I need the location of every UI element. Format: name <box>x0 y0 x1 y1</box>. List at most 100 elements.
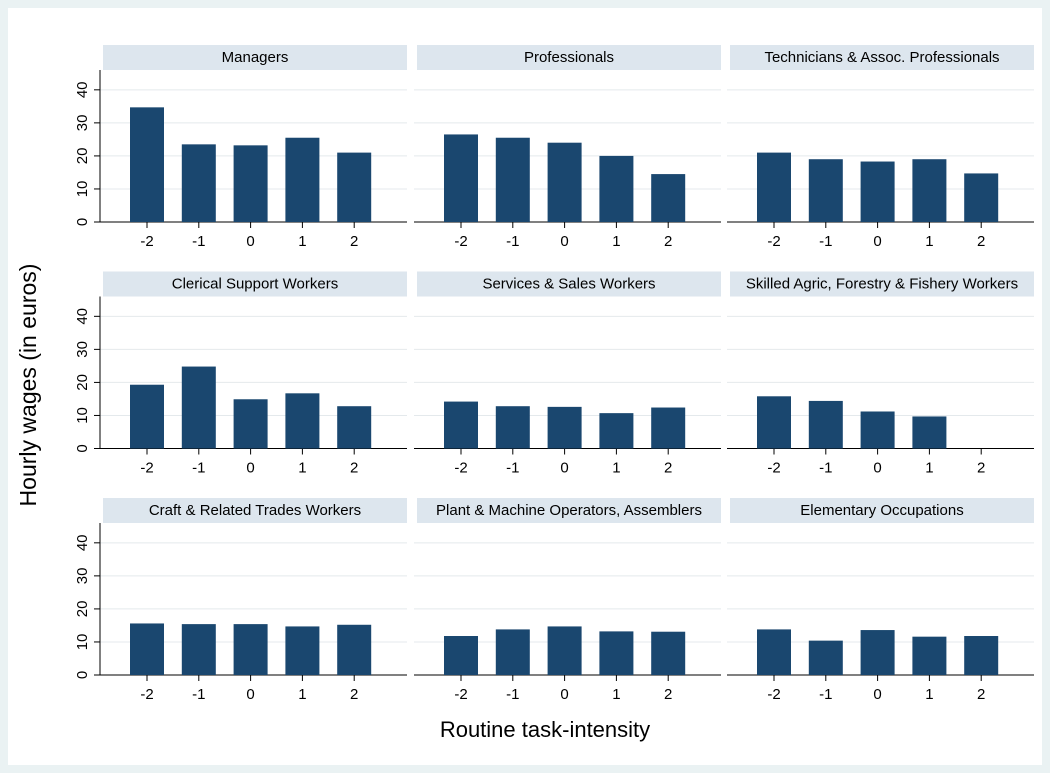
x-tick-label: -1 <box>192 686 205 703</box>
bar <box>599 155 634 222</box>
x-tick-label: -1 <box>192 459 205 476</box>
y-tick-label: 40 <box>74 308 91 325</box>
y-tick-label: 40 <box>74 534 91 551</box>
x-tick-label: 2 <box>664 459 672 476</box>
x-tick-label: -1 <box>819 459 832 476</box>
bar <box>547 626 582 675</box>
x-tick-label: -1 <box>506 459 519 476</box>
panel-title: Skilled Agric, Forestry & Fishery Worker… <box>746 275 1018 292</box>
bar <box>285 393 320 449</box>
bar <box>181 366 216 449</box>
panel-strip <box>417 45 721 70</box>
x-tick-label: 0 <box>873 686 881 703</box>
x-tick-label: 2 <box>977 686 985 703</box>
x-tick-label: 0 <box>873 459 881 476</box>
x-tick-label: 0 <box>246 686 254 703</box>
y-tick-label: 20 <box>74 374 91 391</box>
bar <box>651 407 686 449</box>
bar <box>808 640 843 675</box>
bar <box>860 630 895 675</box>
panel-title: Services & Sales Workers <box>482 275 655 292</box>
bar <box>495 629 530 675</box>
x-tick-label: 2 <box>664 686 672 703</box>
x-tick-label: 1 <box>612 686 620 703</box>
x-tick-label: 0 <box>560 459 568 476</box>
bar <box>337 406 372 449</box>
bar <box>964 173 999 222</box>
x-tick-label: -2 <box>767 459 780 476</box>
bar <box>912 159 947 222</box>
bar <box>233 624 268 675</box>
y-tick-label: 0 <box>74 671 91 679</box>
bar <box>651 174 686 222</box>
bar <box>651 631 686 675</box>
x-tick-label: 1 <box>612 233 620 250</box>
y-tick-label: 30 <box>74 568 91 585</box>
bar <box>808 159 843 222</box>
bar <box>233 399 268 449</box>
x-tick-label: 2 <box>977 233 985 250</box>
x-tick-label: -2 <box>454 233 467 250</box>
y-tick-label: 10 <box>74 181 91 198</box>
y-tick-label: 20 <box>74 148 91 165</box>
bar <box>808 400 843 449</box>
x-tick-label: 0 <box>246 233 254 250</box>
x-tick-label: 1 <box>612 459 620 476</box>
x-tick-label: -1 <box>192 233 205 250</box>
panel-strip <box>103 498 407 523</box>
x-tick-label: 2 <box>350 459 358 476</box>
bar <box>181 144 216 222</box>
panel-title: Clerical Support Workers <box>172 275 338 292</box>
bar <box>495 406 530 449</box>
bar <box>233 145 268 222</box>
bar <box>757 629 791 675</box>
bar <box>444 401 478 449</box>
bar <box>444 134 478 222</box>
x-tick-label: 0 <box>873 233 881 250</box>
x-tick-label: -1 <box>506 686 519 703</box>
bar <box>860 161 895 222</box>
bar <box>130 107 164 222</box>
x-tick-label: 1 <box>298 686 306 703</box>
x-tick-label: 0 <box>246 459 254 476</box>
bar <box>337 152 372 222</box>
bar <box>285 626 320 675</box>
bar <box>599 413 634 449</box>
bar <box>337 624 372 675</box>
x-tick-label: -2 <box>140 233 153 250</box>
x-tick-label: -1 <box>819 686 832 703</box>
panel-title: Managers <box>222 49 289 66</box>
x-tick-label: -1 <box>819 233 832 250</box>
bar <box>444 636 478 675</box>
x-tick-label: 2 <box>664 233 672 250</box>
bar <box>130 384 164 449</box>
y-tick-label: 30 <box>74 115 91 132</box>
bar <box>285 137 320 222</box>
x-tick-label: -2 <box>140 686 153 703</box>
bar <box>964 636 999 675</box>
y-axis-label: Hourly wages (in euros) <box>15 264 41 507</box>
y-tick-label: 0 <box>74 218 91 226</box>
panel-strip <box>730 45 1034 70</box>
panel-strip <box>730 498 1034 523</box>
bar <box>181 624 216 675</box>
x-tick-label: 1 <box>298 233 306 250</box>
bar <box>860 411 895 449</box>
y-tick-label: 0 <box>74 444 91 452</box>
x-tick-label: 2 <box>350 233 358 250</box>
panel-strip <box>417 271 721 297</box>
bar <box>757 396 791 449</box>
x-tick-label: 2 <box>977 459 985 476</box>
bar <box>495 137 530 222</box>
panel-title: Technicians & Assoc. Professionals <box>764 49 999 66</box>
x-tick-label: 1 <box>925 233 933 250</box>
x-tick-label: 1 <box>298 459 306 476</box>
y-tick-label: 10 <box>74 634 91 651</box>
bar <box>547 406 582 449</box>
panel-title: Elementary Occupations <box>800 502 963 519</box>
panel-title: Professionals <box>524 49 614 66</box>
panel-title: Plant & Machine Operators, Assemblers <box>436 502 702 519</box>
x-tick-label: -2 <box>454 459 467 476</box>
